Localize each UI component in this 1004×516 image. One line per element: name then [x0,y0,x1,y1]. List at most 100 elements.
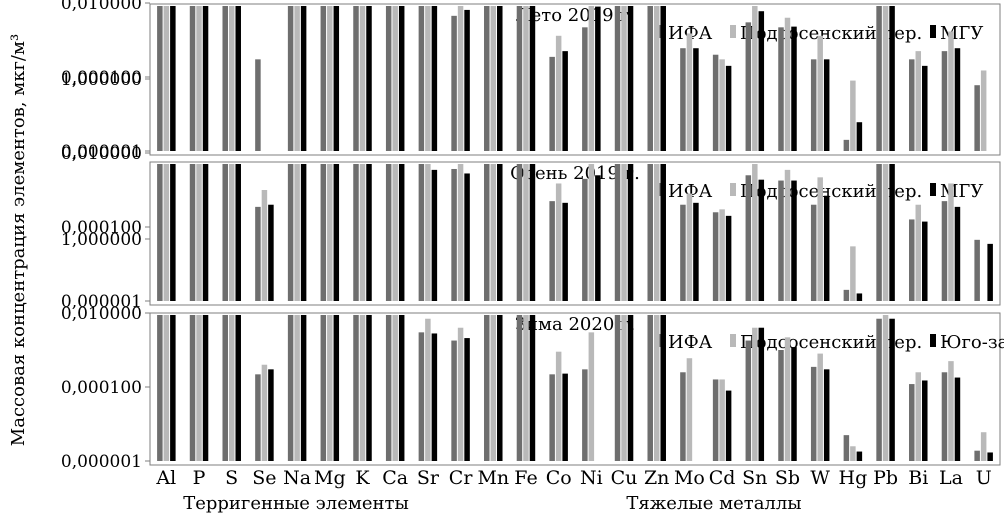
x-tick-label: Sn [742,467,767,489]
bar [359,315,366,461]
bar [392,315,398,461]
x-tick-label: Mo [674,467,705,489]
legend-label: ИФА [668,332,713,353]
bar [529,315,536,461]
y-axis-label: Массовая концентрация элементов, мкг/м³ [8,34,29,446]
bar [653,6,660,151]
legend-label: Подсосенский пер. [740,332,922,353]
bar [497,6,503,151]
x-tick-label: Zn [644,467,669,489]
bar [366,315,372,461]
bar [876,164,882,301]
bar [823,195,830,301]
bar [255,59,261,151]
legend-label: МГУ [940,23,983,44]
bar [745,340,752,461]
x-tick-label: Ca [382,467,408,489]
bar [660,164,666,301]
bar [941,372,948,461]
x-tick-label: Sr [417,467,440,489]
bar [189,164,196,301]
bar [614,6,621,151]
bar [915,372,922,461]
chart-panel: 1,000000 0,010000 0,000100 0,000001 Осень 20… [61,70,1001,312]
bar [582,27,588,151]
bar [555,183,562,301]
bar [425,164,431,301]
bar [660,315,666,461]
bar [712,54,719,151]
legend-swatch [930,334,936,347]
bar [882,315,889,461]
bar [647,164,653,301]
bar [948,183,954,301]
bar [235,164,241,301]
bar [431,6,438,151]
bar [202,315,209,461]
bar [287,315,294,461]
bar [686,33,693,152]
x-tick-label: Sb [775,467,800,489]
bar [791,347,797,461]
bar [451,15,457,151]
bar [987,243,993,301]
bar [497,164,503,301]
bar [385,164,392,301]
panel-title: Осень 2019 г. [510,163,640,184]
bar [516,6,523,151]
x-tick-label: Cu [611,467,638,489]
bar [333,6,340,151]
y-tick-label: 0,010000 [61,304,142,324]
bar [823,369,830,461]
x-tick-label: Se [252,467,276,489]
bar [451,168,457,301]
bar [549,56,555,152]
bar [876,6,882,151]
bar [327,6,333,151]
bar [222,6,228,151]
bar [686,193,693,301]
bar [850,446,856,461]
bar [490,6,497,151]
x-tick-label: Ni [580,467,603,489]
bar [909,59,915,151]
bar [784,337,791,461]
group-label-terrigenous: Терригенные элементы [183,493,409,514]
y-tick-label: 0,000001 [61,452,142,472]
bar [294,315,300,461]
bar [157,315,163,461]
bar [457,327,464,461]
bar [791,180,797,301]
bar [170,164,176,301]
bar [843,139,850,151]
legend-swatch [930,183,936,196]
bar [843,435,850,461]
bar [431,333,438,461]
y-tick-label: 0,000001 [61,142,142,162]
bar [876,318,882,461]
legend-swatch [730,334,736,347]
bar [758,11,765,151]
bar [954,48,961,151]
bar [719,379,725,461]
bar [523,6,529,151]
bar [490,164,497,301]
bar [255,374,261,461]
bar [745,22,752,151]
y-tick-label: 0,000100 [61,378,142,398]
bar [189,315,196,461]
bar [817,177,823,301]
bar [170,6,176,151]
bar [170,315,176,461]
bar [850,80,856,151]
bar [163,315,170,461]
bar [359,6,366,151]
bar [418,332,425,461]
y-tick-label: 0,010000 [61,0,142,14]
bar [516,164,523,301]
bar [725,390,732,461]
bar [366,6,372,151]
bar [745,175,752,301]
bar [680,204,686,301]
bar [784,169,791,301]
